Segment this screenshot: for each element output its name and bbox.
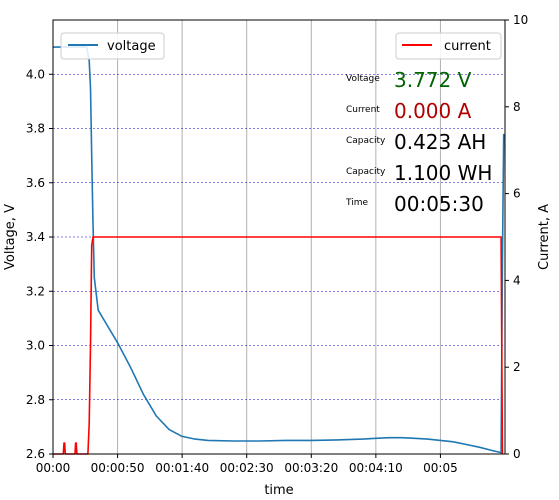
y-axis-left-label: Voltage, V: [3, 204, 18, 270]
x-tick-label: 00:03:20: [284, 461, 338, 475]
y-left-tick-label: 4.0: [26, 67, 45, 81]
readout-label: Capacity: [346, 167, 386, 177]
readout-label: Voltage: [346, 74, 380, 84]
readout-value: 00:05:30: [394, 192, 484, 216]
readout-value: 1.100 WH: [394, 161, 492, 185]
y-left-tick-label: 3.2: [26, 284, 45, 298]
readout-label: Time: [345, 198, 368, 208]
x-tick-label: 00:00: [36, 461, 71, 475]
legend-voltage: voltage: [60, 32, 165, 60]
legend-current-label: current: [444, 39, 491, 54]
y-right-tick-label: 4: [513, 273, 521, 287]
y-left-tick-label: 3.4: [26, 230, 45, 244]
x-tick-label: 00:00:50: [91, 461, 145, 475]
x-tick-label: 00:02:30: [220, 461, 274, 475]
axis-ticks: 00:00 00:00:50 00:01:40 00:02:30 00:03:20 00:…: [26, 13, 528, 475]
readout-panel: Voltage 3.772 V Current 0.000 A Capacity 0.42…: [345, 68, 492, 216]
legend-voltage-label: voltage: [107, 39, 156, 54]
readout-value: 0.000 A: [394, 99, 472, 123]
y-axis-right-label: Current, A: [537, 204, 552, 270]
y-left-tick-label: 3.0: [26, 339, 45, 353]
x-tick-label: 00:01:40: [155, 461, 209, 475]
readout-label: Capacity: [346, 136, 386, 146]
legend-current: current: [395, 32, 502, 60]
y-right-tick-label: 8: [513, 100, 521, 114]
y-left-tick-label: 3.8: [26, 122, 45, 136]
y-right-tick-label: 0: [513, 447, 521, 461]
y-right-tick-label: 2: [513, 360, 521, 374]
y-right-tick-label: 10: [513, 13, 528, 27]
y-right-tick-label: 6: [513, 187, 521, 201]
y-left-tick-label: 2.6: [26, 447, 45, 461]
series-line-voltage: [53, 46, 505, 454]
y-left-tick-label: 3.6: [26, 176, 45, 190]
readout-value: 3.772 V: [394, 68, 472, 92]
readout-value: 0.423 AH: [394, 130, 486, 154]
x-tick-label: 00:05: [423, 461, 458, 475]
y-left-tick-label: 2.8: [26, 393, 45, 407]
legend-voltage-box: [60, 32, 165, 60]
x-axis-label: time: [264, 483, 293, 498]
x-tick-label: 00:04:10: [349, 461, 403, 475]
readout-label: Current: [346, 105, 380, 115]
legend-current-box: [395, 32, 502, 60]
